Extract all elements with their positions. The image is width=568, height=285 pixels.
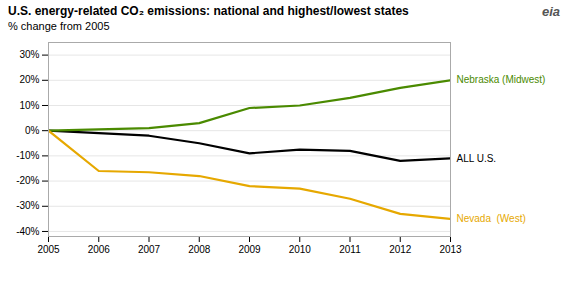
html-text:eia: eia [541, 4, 560, 19]
svg-text:10%: 10% [19, 100, 39, 111]
svg-text:-20%: -20% [16, 175, 39, 186]
svg-text:2005: 2005 [37, 244, 60, 255]
html-text:% change from 2005: % change from 2005 [8, 20, 110, 32]
svg-text:20%: 20% [19, 74, 39, 85]
svg-text:ALL U.S.: ALL U.S. [457, 153, 497, 164]
svg-text:-10%: -10% [16, 150, 39, 161]
svg-text:30%: 30% [19, 49, 39, 60]
svg-text:2008: 2008 [188, 244, 211, 255]
svg-text:2010: 2010 [289, 244, 312, 255]
svg-text:2011: 2011 [339, 244, 361, 255]
svg-text:2012: 2012 [389, 244, 412, 255]
html-text:U.S. energy-related CO₂ emissi: U.S. energy-related CO₂ emissions: natio… [8, 4, 409, 18]
svg-text:Nebraska (Midwest): Nebraska (Midwest) [457, 74, 546, 85]
svg-text:-40%: -40% [16, 226, 39, 237]
svg-text:-30%: -30% [16, 200, 39, 211]
svg-text:2007: 2007 [138, 244, 161, 255]
svg-text:0%: 0% [25, 125, 40, 136]
svg-text:2013: 2013 [439, 244, 462, 255]
svg-text:Nevada (West): Nevada (West) [457, 213, 526, 224]
svg-text:2006: 2006 [88, 244, 111, 255]
svg-text:2009: 2009 [238, 244, 261, 255]
